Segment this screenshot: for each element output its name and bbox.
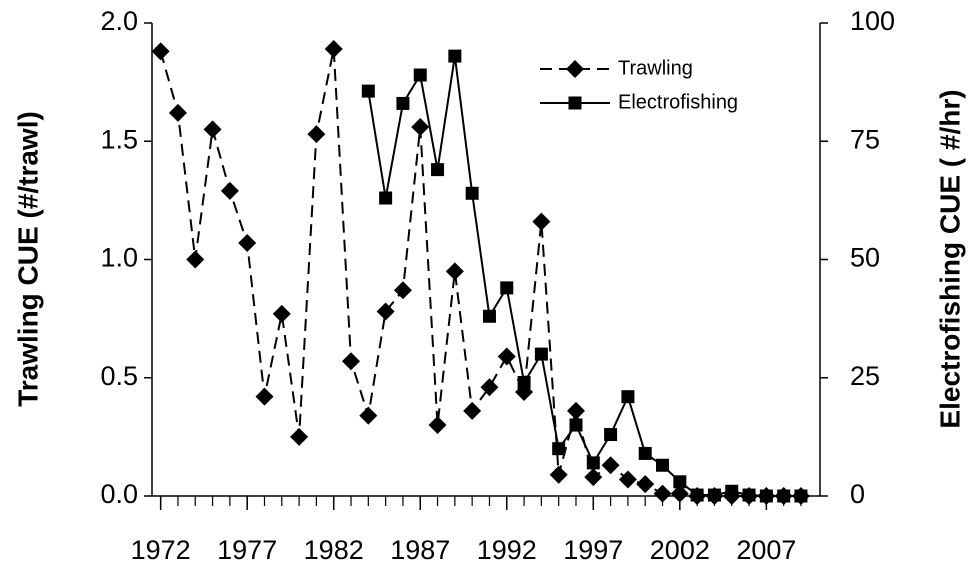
x-tick-label: 1997 — [563, 535, 623, 565]
legend-marker — [568, 96, 582, 110]
data-point — [482, 309, 496, 323]
x-tick-label: 2002 — [650, 535, 710, 565]
data-point — [431, 163, 445, 177]
y-tick-label: 1.5 — [100, 124, 138, 154]
y2-tick-label: 25 — [850, 361, 880, 391]
y-tick-label: 0.5 — [100, 361, 138, 391]
data-point — [448, 49, 462, 63]
data-point — [272, 304, 291, 323]
data-point — [307, 125, 326, 144]
data-point — [707, 488, 721, 502]
data-point — [238, 233, 257, 252]
data-point — [500, 281, 514, 295]
x-tick-label: 1972 — [131, 535, 191, 565]
x-tick-label: 1977 — [217, 535, 277, 565]
data-point — [517, 375, 531, 389]
data-point — [203, 120, 222, 139]
data-point — [151, 42, 170, 61]
data-point — [324, 40, 343, 59]
data-point — [670, 484, 689, 503]
data-point — [725, 484, 739, 498]
data-point — [621, 390, 635, 404]
data-point — [497, 347, 516, 366]
data-point — [656, 458, 670, 472]
data-point — [673, 475, 687, 489]
data-point — [465, 186, 479, 200]
data-point — [220, 181, 239, 200]
data-point — [255, 387, 274, 406]
data-point — [342, 352, 361, 371]
x-tick-label: 1992 — [477, 535, 537, 565]
y-tick-label: 2.0 — [100, 6, 138, 36]
data-point — [569, 418, 583, 432]
y2-tick-label: 100 — [850, 6, 895, 36]
data-point — [413, 68, 427, 82]
legend-marker — [566, 60, 584, 78]
y2-tick-label: 50 — [850, 243, 880, 273]
data-point — [480, 378, 499, 397]
data-point — [168, 103, 187, 122]
data-point — [549, 465, 568, 484]
data-point — [638, 446, 652, 460]
data-point — [393, 281, 412, 300]
data-point — [411, 118, 430, 137]
data-point — [463, 401, 482, 420]
data-point — [290, 427, 309, 446]
data-point — [653, 484, 672, 503]
x-tick-label: 2007 — [736, 535, 796, 565]
x-tick-label: 1982 — [304, 535, 364, 565]
data-point — [445, 262, 464, 281]
data-point — [186, 250, 205, 269]
data-point — [376, 302, 395, 321]
data-point — [534, 347, 548, 361]
x-tick-label: 1987 — [390, 535, 450, 565]
data-point — [586, 456, 600, 470]
data-point — [379, 191, 393, 205]
data-point — [584, 468, 603, 487]
data-point — [532, 212, 551, 231]
legend-label: Electrofishing — [618, 91, 738, 113]
data-point — [690, 488, 704, 502]
data-point — [777, 489, 791, 503]
data-point — [428, 416, 447, 435]
y-axis-title: Trawling CUE (#/trawl) — [12, 111, 43, 407]
y-tick-label: 1.0 — [100, 243, 138, 273]
data-point — [604, 428, 618, 442]
y2-axis-title: Electrofishing CUE ( #/hr) — [934, 89, 965, 428]
y2-tick-label: 0 — [850, 479, 865, 509]
data-point — [361, 84, 375, 98]
data-point — [636, 475, 655, 494]
data-point — [618, 470, 637, 489]
y-tick-label: 0.0 — [100, 479, 138, 509]
data-point — [601, 456, 620, 475]
legend-label: Trawling — [618, 57, 693, 79]
data-point — [742, 488, 756, 502]
data-point — [759, 489, 773, 503]
data-point — [566, 401, 585, 420]
y2-tick-label: 75 — [850, 124, 880, 154]
data-point — [552, 442, 566, 456]
data-point — [396, 96, 410, 110]
data-point — [794, 489, 808, 503]
data-point — [359, 406, 378, 425]
